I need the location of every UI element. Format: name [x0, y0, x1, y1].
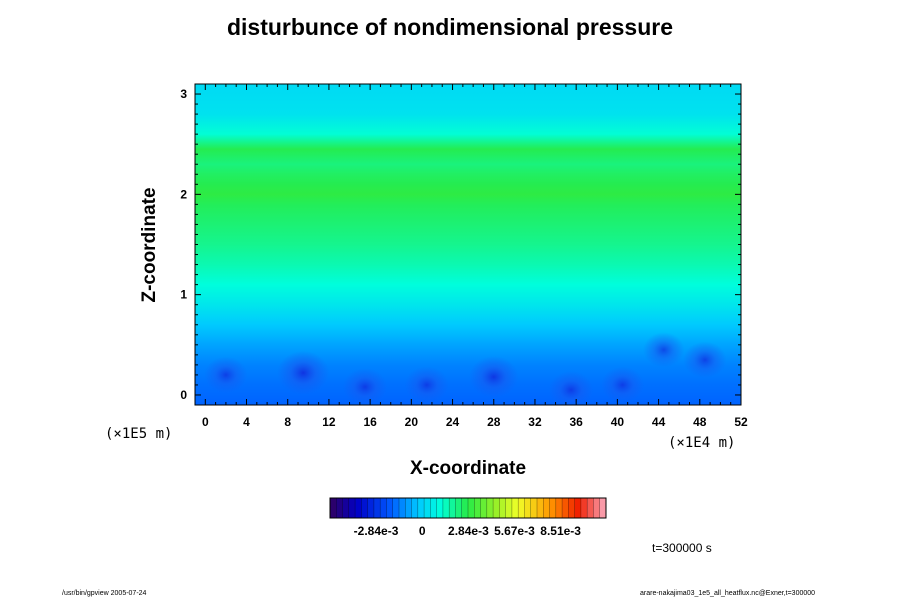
- colorbar-segment: [442, 498, 450, 518]
- colorbar-segment: [580, 498, 588, 518]
- colorbar-segment: [480, 498, 488, 518]
- y-axis-unit: (×1E5 m): [105, 426, 173, 442]
- y-axis-ticks: 0 1 2 3: [180, 87, 741, 406]
- colorbar-segment: [436, 498, 444, 518]
- y-tick-label: 3: [180, 87, 187, 101]
- x-axis-unit: (×1E4 m): [668, 435, 736, 451]
- colorbar-segment: [562, 498, 569, 518]
- colorbar-segment: [455, 498, 463, 518]
- low-pressure-cell: [342, 368, 388, 405]
- x-axis-label: X-coordinate: [409, 458, 527, 479]
- colorbar-tick-label: 5.67e-3: [494, 524, 535, 538]
- colorbar-segment: [511, 498, 519, 518]
- colorbar-segment: [330, 498, 337, 518]
- colorbar-segment: [543, 498, 550, 518]
- colorbar-tick-label: 8.51e-3: [540, 524, 581, 538]
- colorbar-segment: [380, 498, 387, 518]
- colorbar-segment: [474, 498, 481, 518]
- colorbar-segment: [486, 498, 494, 518]
- colorbar-segment: [373, 498, 381, 518]
- colorbar-segment: [399, 498, 406, 518]
- x-tick-label: 16: [363, 415, 377, 429]
- low-pressure-cell: [277, 350, 330, 395]
- colorbar-segment: [493, 498, 500, 518]
- low-pressure-cell: [600, 366, 645, 404]
- colorbar-segment: [386, 498, 394, 518]
- x-tick-label: 24: [446, 415, 460, 429]
- colorbar-segment: [587, 498, 594, 518]
- colorbar-segment: [417, 498, 425, 518]
- footer-source: arare-nakajima03_1e5_all_heatflux.nc@Exn…: [640, 590, 816, 597]
- colorbar-segment: [411, 498, 419, 518]
- x-tick-label: 52: [734, 415, 748, 429]
- colorbar-segment: [568, 498, 575, 518]
- colorbar-segment: [549, 498, 557, 518]
- colorbar-segment: [430, 498, 437, 518]
- x-tick-label: 20: [405, 415, 419, 429]
- colorbar-segment: [524, 498, 532, 518]
- colorbar-segment: [367, 498, 375, 518]
- colorbar-segment: [530, 498, 538, 518]
- colorbar-segment: [424, 498, 431, 518]
- time-label: t=300000 s: [652, 541, 712, 555]
- y-tick-label: 0: [180, 388, 187, 402]
- colorbar-segment: [518, 498, 525, 518]
- colorbar-segment: [461, 498, 469, 518]
- colorbar-segment: [505, 498, 513, 518]
- pressure-field: [195, 84, 741, 405]
- low-pressure-cell: [643, 332, 685, 368]
- y-tick-label: 1: [180, 288, 187, 302]
- colorbar-segment: [468, 498, 475, 518]
- x-tick-label: 40: [611, 415, 625, 429]
- colorbar-segment: [555, 498, 563, 518]
- x-tick-label: 48: [693, 415, 707, 429]
- colorbar-tick-label: 0: [419, 524, 426, 538]
- colorbar-segment: [405, 498, 412, 518]
- colorbar-segment: [599, 498, 607, 518]
- colorbar-segment: [336, 498, 343, 518]
- x-tick-label: 8: [284, 415, 291, 429]
- colorbar-segment: [593, 498, 601, 518]
- colorbar-segment: [392, 498, 400, 518]
- x-tick-label: 28: [487, 415, 501, 429]
- colorbar-segment: [342, 498, 350, 518]
- x-tick-label: 44: [652, 415, 666, 429]
- colorbar: -2.84e-3 0 2.84e-3 5.67e-3 8.51e-3: [329, 497, 607, 538]
- low-pressure-cell: [204, 356, 248, 394]
- colorbar-segment: [449, 498, 456, 518]
- colorbar-segment: [499, 498, 506, 518]
- x-tick-label: 12: [322, 415, 336, 429]
- chart-title: disturbunce of nondimensional pressure: [226, 14, 673, 40]
- low-pressure-cell: [548, 371, 594, 405]
- colorbar-tick-label: -2.84e-3: [354, 524, 399, 538]
- x-tick-label: 32: [528, 415, 542, 429]
- x-tick-label: 4: [243, 415, 250, 429]
- x-tick-label: 0: [202, 415, 209, 429]
- colorbar-segment: [537, 498, 544, 518]
- colorbar-frame: [329, 497, 607, 519]
- x-tick-label: 36: [569, 415, 583, 429]
- colorbar-segment: [355, 498, 362, 518]
- y-tick-label: 2: [180, 187, 187, 201]
- colorbar-segment: [574, 498, 582, 518]
- low-pressure-cell: [469, 355, 519, 398]
- low-pressure-cell: [683, 341, 727, 379]
- colorbar-segment: [361, 498, 368, 518]
- x-axis-ticks: 0 4 8 12 16 20 24 28 32 36 40 44 48 52: [194, 84, 748, 429]
- colorbar-segment: [348, 498, 356, 518]
- footer-command: /usr/bin/gpview 2005-07-24: [62, 590, 147, 597]
- low-pressure-cell: [404, 366, 449, 404]
- colorbar-tick-label: 2.84e-3: [448, 524, 489, 538]
